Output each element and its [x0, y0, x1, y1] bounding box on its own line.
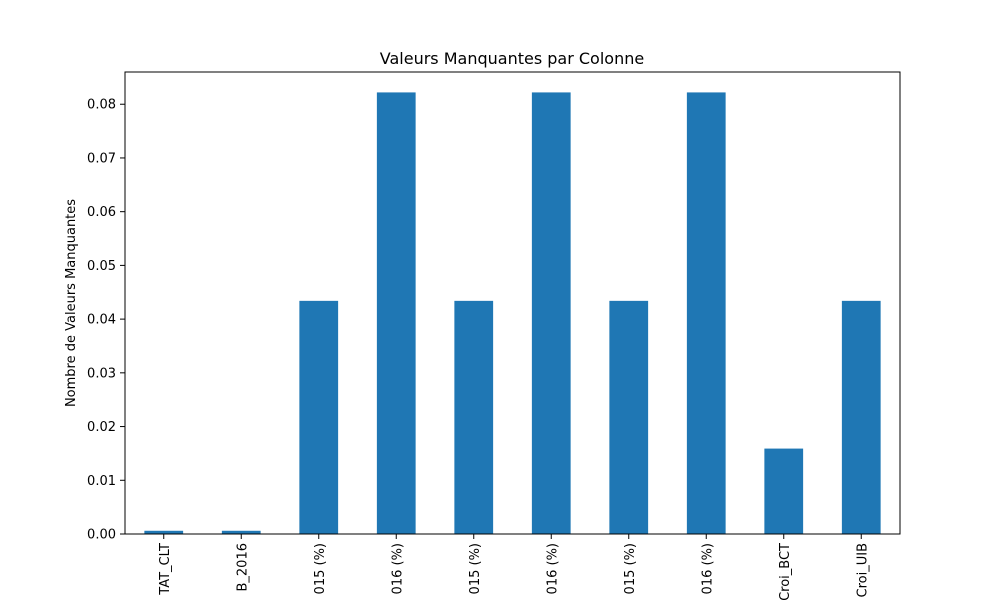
bar [299, 300, 339, 534]
y-tick-label: 0.00 [87, 528, 116, 543]
bar [686, 92, 726, 535]
y-tick-label: 0.07 [87, 151, 116, 166]
chart-title: Valeurs Manquantes par Colonne [380, 49, 644, 68]
y-tick-label: 0.04 [87, 313, 116, 328]
x-tick-label: Croi_BCT [778, 543, 793, 600]
y-tick-label: 0.02 [87, 420, 116, 435]
x-tick-label: Croi_UIB [855, 543, 870, 597]
bar [609, 300, 649, 534]
y-tick-label: 0.05 [87, 259, 116, 274]
x-tick-label: 016 (%) [700, 543, 715, 594]
x-tick-label: 015 (%) [468, 543, 483, 594]
bar [764, 448, 804, 534]
x-tick-label: B_2016 [235, 543, 250, 592]
bars-group [144, 92, 881, 535]
bar [376, 92, 416, 535]
x-tick-label: 015 (%) [313, 543, 328, 594]
x-tick-label: 015 (%) [623, 543, 638, 594]
bar [531, 92, 571, 535]
y-axis-label: Nombre de Valeurs Manquantes [64, 199, 79, 407]
x-tick-label: 016 (%) [545, 543, 560, 594]
x-tick-label: 016 (%) [390, 543, 405, 594]
y-tick-label: 0.06 [87, 205, 116, 220]
x-tick-label: TAT_CLT [158, 543, 173, 596]
y-axis: 0.00 0.01 0.02 0.03 0.04 0.05 0.06 0.07 0.08 [87, 98, 125, 543]
y-tick-label: 0.08 [87, 98, 116, 113]
bar [841, 300, 881, 534]
y-tick-label: 0.01 [87, 474, 116, 489]
y-tick-label: 0.03 [87, 366, 116, 381]
bar [144, 530, 184, 534]
bar [454, 300, 494, 534]
x-axis: TAT_CLT B_2016 015 (%) 016 (%) 015 (%) 016 (%… [158, 534, 870, 600]
bar [221, 530, 261, 534]
plot-frame [124, 71, 901, 535]
